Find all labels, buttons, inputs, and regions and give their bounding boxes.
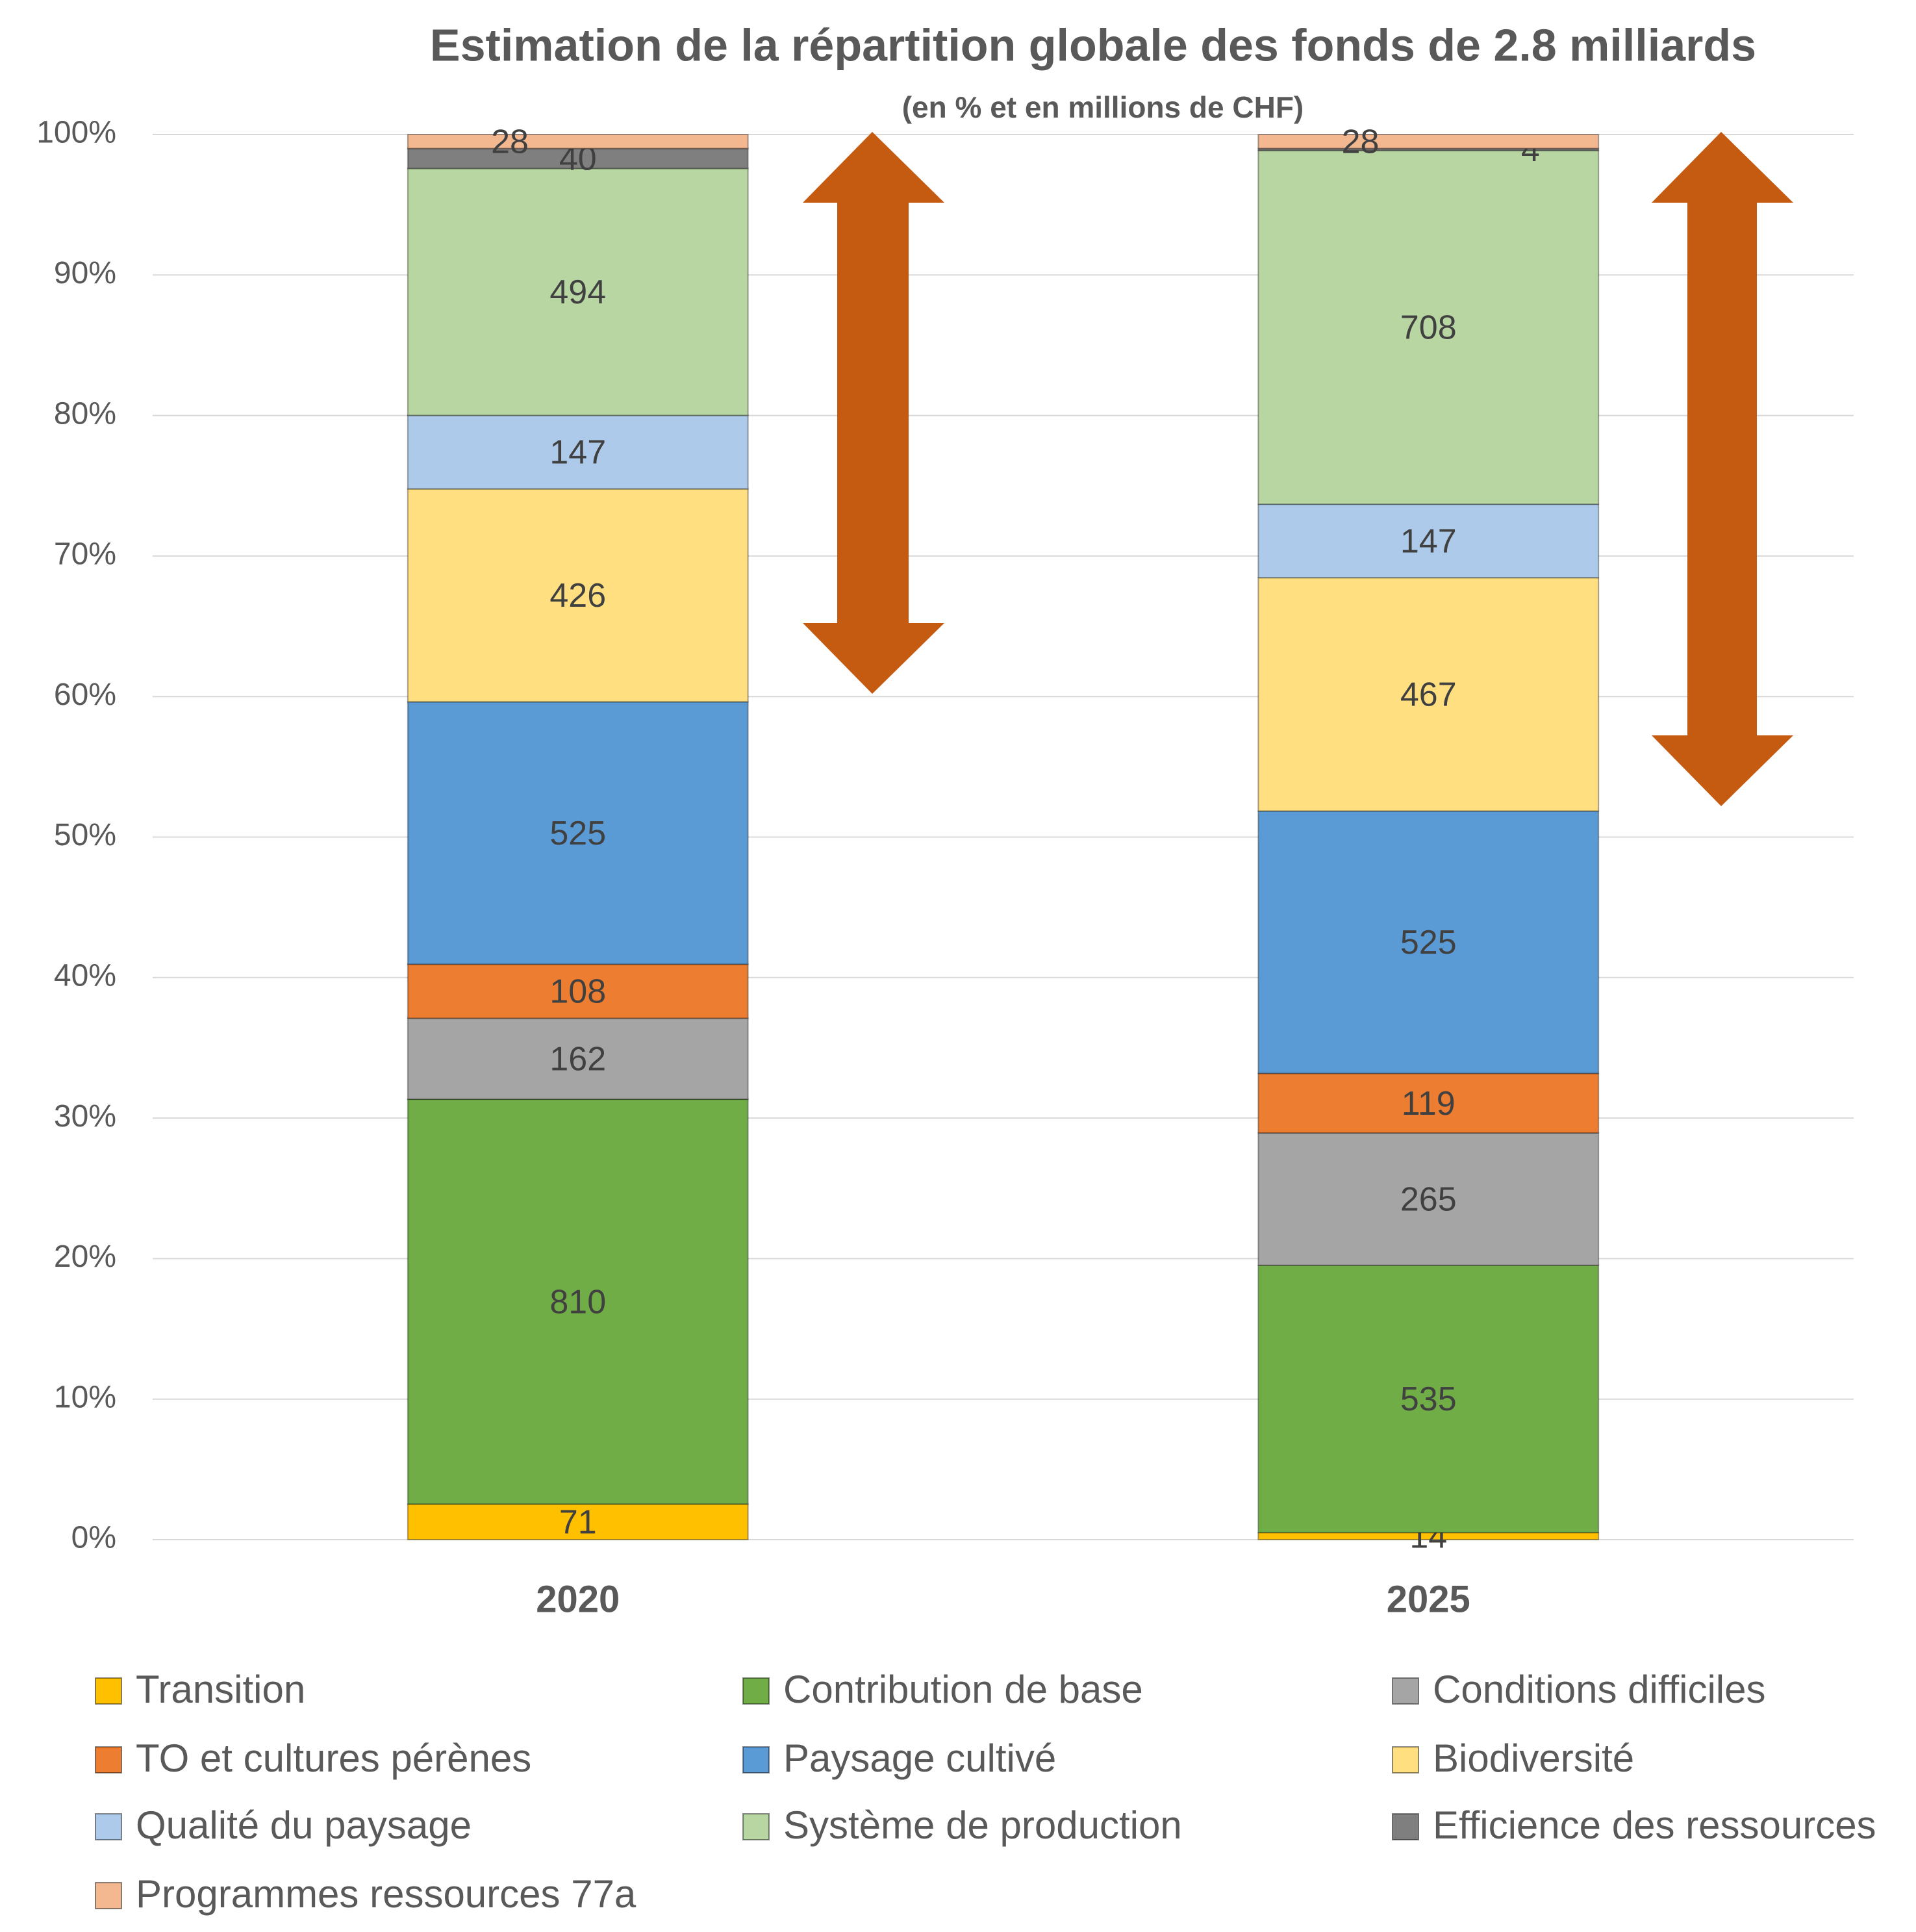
- data-label: 426: [549, 577, 606, 615]
- legend-swatch: [95, 1813, 122, 1840]
- bar-segment: [407, 963, 749, 1019]
- x-tick-label: 2025: [1387, 1578, 1470, 1620]
- y-tick-label: 40%: [54, 958, 116, 993]
- chart-subtitle: (en % et en millions de CHF): [902, 90, 1304, 124]
- legend-label: Paysage cultivé: [783, 1736, 1056, 1780]
- bar-segment: [1257, 1132, 1600, 1266]
- legend-swatch: [95, 1746, 122, 1773]
- bar-segment: [1257, 577, 1600, 812]
- y-tick-label: 20%: [54, 1239, 116, 1274]
- data-label: 467: [1400, 676, 1457, 714]
- bar-segment: [407, 1099, 749, 1505]
- legend-label: Efficience des ressources: [1433, 1803, 1876, 1847]
- bar-segment: [407, 488, 749, 703]
- bar-segment: [407, 414, 749, 490]
- data-label: 494: [549, 273, 606, 311]
- data-label: 265: [1400, 1181, 1457, 1219]
- data-label: 108: [549, 973, 606, 1011]
- bars: 2020718101621085254261474944028202514535…: [407, 123, 1600, 1620]
- data-label: 535: [1400, 1380, 1457, 1418]
- bar-segment: [1257, 149, 1600, 505]
- legend-label: Qualité du paysage: [136, 1803, 472, 1847]
- bar-segment: [1257, 503, 1600, 579]
- bar-segment: [407, 147, 749, 170]
- data-label: 147: [1400, 522, 1457, 560]
- y-tick-label: 90%: [54, 256, 116, 290]
- chart-title: Estimation de la répartition globale des…: [430, 19, 1756, 70]
- data-label: 28: [491, 123, 529, 161]
- data-label: 810: [549, 1283, 606, 1321]
- y-tick-label: 30%: [54, 1099, 116, 1134]
- legend-swatch: [95, 1677, 122, 1705]
- data-label: 71: [559, 1503, 597, 1541]
- bar-segment: [407, 701, 749, 965]
- legend: Transition Contribution de base Conditions…: [95, 1668, 1876, 1916]
- range-arrow: [803, 132, 944, 694]
- data-label: 119: [1402, 1085, 1456, 1123]
- y-tick-label: 60%: [54, 678, 116, 712]
- bar-segment: [1257, 134, 1600, 149]
- legend-swatch: [1392, 1813, 1419, 1840]
- legend-label: Contribution de base: [783, 1668, 1143, 1711]
- data-label: 525: [549, 815, 606, 852]
- y-tick-label: 80%: [54, 396, 116, 431]
- y-tick-label: 70%: [54, 537, 116, 572]
- data-label: 525: [1400, 924, 1457, 961]
- bar-segment: [407, 1017, 749, 1100]
- legend-swatch: [1392, 1677, 1419, 1705]
- data-label: 28: [1342, 123, 1380, 161]
- data-label: 708: [1400, 309, 1457, 347]
- legend-label: TO et cultures pérènes: [136, 1736, 531, 1780]
- bar-segment: [407, 168, 749, 416]
- x-tick-label: 2020: [536, 1578, 620, 1620]
- y-tick-label: 10%: [54, 1380, 116, 1414]
- legend-label: Système de production: [783, 1803, 1182, 1847]
- bar-segment: [407, 134, 749, 149]
- legend-swatch: [95, 1882, 122, 1909]
- range-arrow: [1652, 132, 1793, 806]
- legend-label: Conditions difficiles: [1433, 1668, 1766, 1711]
- legend-swatch: [742, 1746, 770, 1773]
- data-label: 147: [549, 434, 606, 472]
- bar-segment: [1257, 1264, 1600, 1534]
- legend-label: Programmes ressources 77a: [136, 1872, 637, 1916]
- y-tick-label: 50%: [54, 818, 116, 852]
- legend-label: Transition: [136, 1668, 305, 1711]
- data-label: 162: [549, 1040, 606, 1078]
- legend-label: Biodiversité: [1433, 1736, 1634, 1780]
- y-tick-label: 0%: [71, 1521, 116, 1555]
- y-tick-label: 100%: [36, 116, 116, 150]
- legend-swatch: [742, 1677, 770, 1705]
- bar-segment: [1257, 810, 1600, 1074]
- bar-segment: [407, 1503, 749, 1541]
- legend-swatch: [742, 1813, 770, 1840]
- legend-swatch: [1392, 1746, 1419, 1773]
